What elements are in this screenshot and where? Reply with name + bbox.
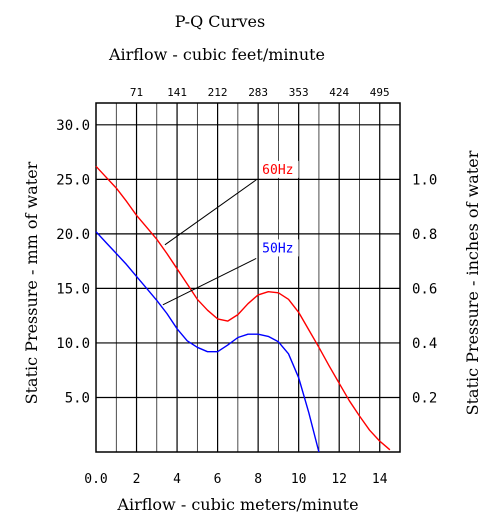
right-tick-label: 1.0 [412, 172, 437, 188]
right-tick-label: 0.6 [412, 281, 437, 297]
top-tick-label: 353 [289, 86, 309, 99]
x-tick-label: 14 [372, 472, 388, 487]
y-tick-label: 25.0 [56, 172, 90, 188]
x-tick-label: 10 [291, 472, 307, 487]
y-tick-label: 30.0 [56, 118, 90, 134]
top-tick-label: 71 [130, 86, 143, 99]
grid [95, 102, 401, 453]
top-tick-label: 141 [167, 86, 187, 99]
annotation-bg-50hz [260, 239, 299, 257]
y-tick-label: 15.0 [56, 281, 90, 297]
tick-labels: 0.0 2 4 6 8 10 12 14 71 141 212 283 353 424 495 30.0 25.… [56, 86, 437, 487]
annotation-label-60hz: 60Hz [262, 163, 293, 178]
y-axis-label: Static Pressure - mm of water [22, 161, 41, 404]
x-tick-label: 0.0 [84, 472, 107, 487]
series-line-50hz [95, 231, 320, 453]
series-group [95, 165, 391, 453]
plot-frame [95, 102, 401, 453]
series-line-60hz [95, 165, 391, 451]
x-axis-label: Airflow - cubic meters/minute [116, 495, 358, 514]
top-tick-label: 212 [208, 86, 228, 99]
x-tick-label: 2 [133, 472, 141, 487]
annotation-group: 60Hz 50Hz [162, 160, 299, 306]
right-tick-label: 0.4 [412, 336, 437, 352]
chart-title: P-Q Curves [175, 12, 265, 31]
y-tick-label: 5.0 [65, 390, 90, 406]
x-tick-label: 6 [214, 472, 222, 487]
right-axis-label: Static Pressure - inches of water [463, 150, 482, 415]
x-tick-label: 12 [331, 472, 347, 487]
annotation-pointer-50hz [162, 257, 257, 306]
right-tick-label: 0.8 [412, 227, 437, 243]
top-tick-label: 424 [329, 86, 349, 99]
top-tick-label: 495 [370, 86, 390, 99]
right-tick-label: 0.2 [412, 390, 437, 406]
y-tick-label: 20.0 [56, 227, 90, 243]
x-tick-label: 8 [254, 472, 262, 487]
y-tick-label: 10.0 [56, 336, 90, 352]
top-axis-label: Airflow - cubic feet/minute [108, 45, 325, 64]
top-tick-label: 283 [248, 86, 268, 99]
annotation-pointer-60hz [164, 179, 257, 246]
annotation-label-50hz: 50Hz [262, 241, 293, 256]
x-tick-label: 4 [173, 472, 181, 487]
annotation-bg-60hz [260, 160, 299, 178]
